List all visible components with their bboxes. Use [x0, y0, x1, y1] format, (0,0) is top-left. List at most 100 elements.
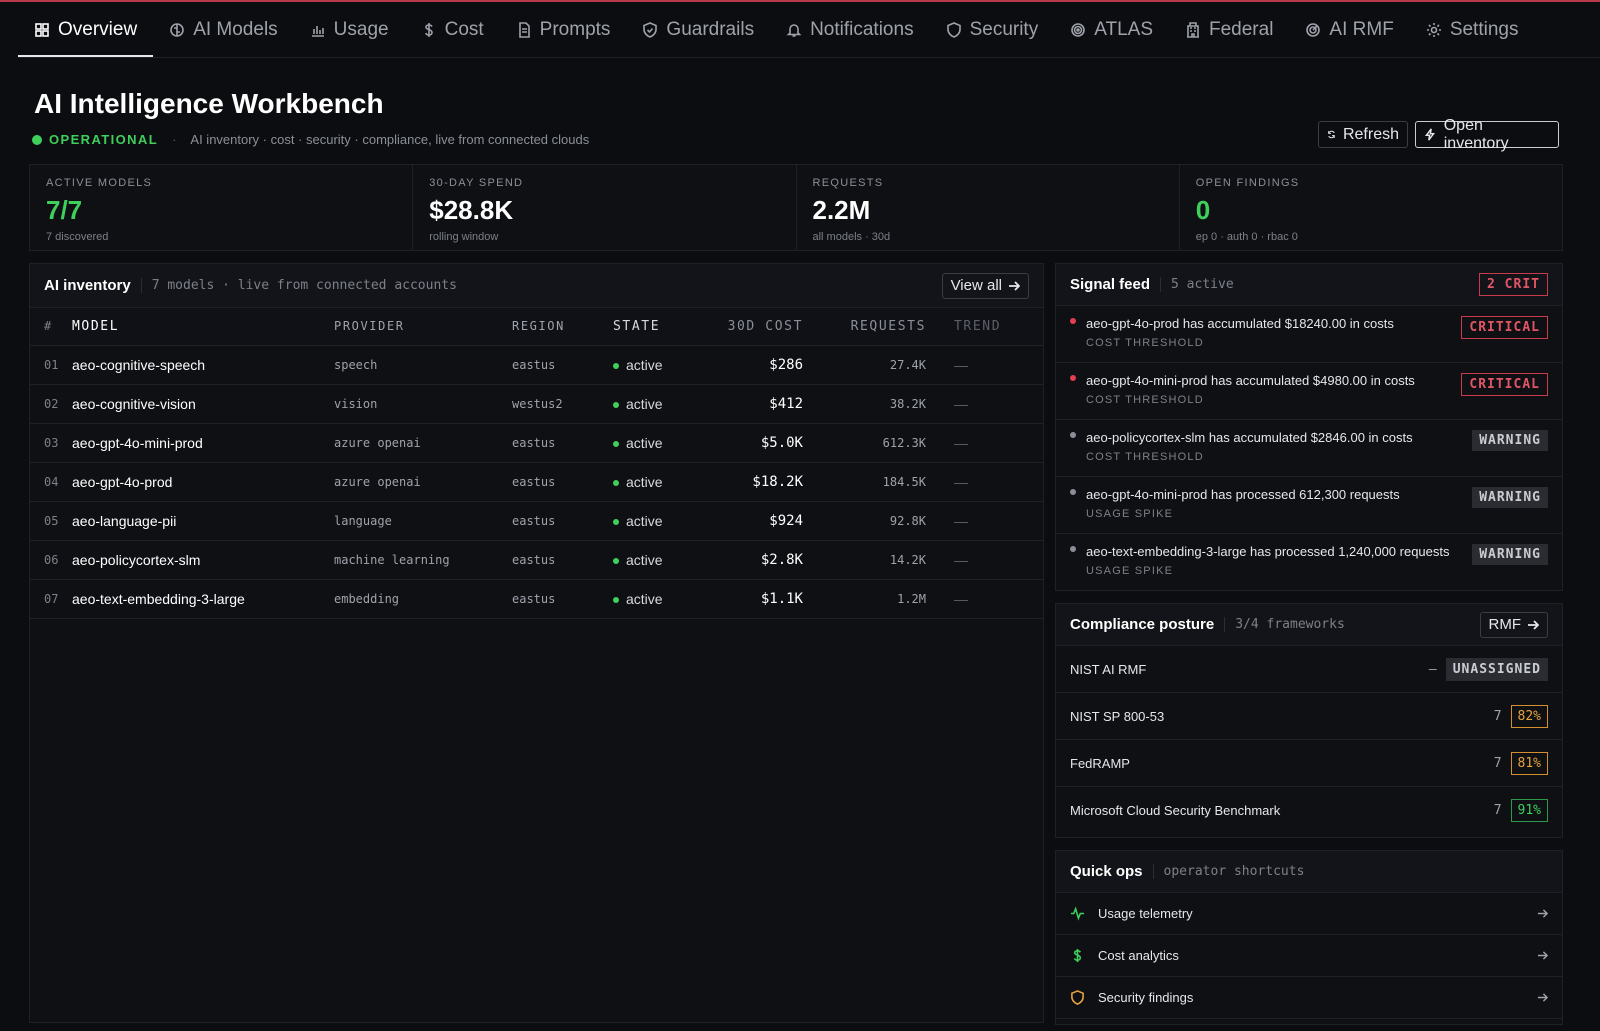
- table-row[interactable]: 01 aeo-cognitive-speech speech eastus ac…: [30, 345, 1043, 385]
- quick-ops-panel: Quick ops operator shortcuts Usage telem…: [1055, 850, 1563, 1025]
- kpi-card: OPEN FINDINGS 0 ep 0 · auth 0 · rbac 0: [1180, 165, 1562, 250]
- model-name[interactable]: aeo-text-embedding-3-large: [72, 579, 334, 619]
- region: westus2: [512, 384, 613, 424]
- tab-settings[interactable]: Settings: [1410, 2, 1535, 58]
- model-name[interactable]: aeo-language-pii: [72, 501, 334, 541]
- compliance-title: Compliance posture: [1070, 616, 1215, 633]
- open-inventory-button[interactable]: Open inventory: [1415, 117, 1559, 152]
- tab-cost[interactable]: Cost: [405, 2, 500, 58]
- requests: 1.2M: [803, 579, 926, 619]
- table-row[interactable]: 05 aeo-language-pii language eastus acti…: [30, 501, 1043, 541]
- model-name[interactable]: aeo-cognitive-speech: [72, 345, 334, 385]
- row-number: 02: [30, 384, 72, 424]
- cost: $924: [708, 501, 803, 541]
- view-all-label: View all: [950, 277, 1002, 294]
- column-header[interactable]: REQUESTS: [803, 308, 926, 346]
- tab-label: Federal: [1209, 19, 1274, 40]
- column-header[interactable]: #: [30, 308, 72, 346]
- model-name[interactable]: aeo-gpt-4o-prod: [72, 462, 334, 502]
- state-label: active: [626, 473, 663, 490]
- inventory-table: # MODEL PROVIDER REGION STATE 30D COST REQUEST…: [30, 308, 1043, 619]
- tab-usage[interactable]: Usage: [294, 2, 405, 58]
- state-label: active: [626, 551, 663, 568]
- tab-label: Overview: [58, 19, 138, 40]
- framework-name: NIST SP 800-53: [1070, 708, 1165, 724]
- state-label: active: [626, 512, 663, 529]
- trend: —: [926, 345, 1043, 385]
- column-header[interactable]: TREND: [926, 308, 1043, 346]
- signal-item[interactable]: aeo-policycortex-slm has accumulated $28…: [1056, 420, 1562, 477]
- view-all-button[interactable]: View all: [941, 272, 1029, 299]
- tab-label: AI Models: [193, 19, 278, 40]
- tab-federal[interactable]: Federal: [1169, 2, 1289, 58]
- compliance-row[interactable]: NIST AI RMF — UNASSIGNED: [1056, 646, 1562, 693]
- tab-atlas[interactable]: ATLAS: [1054, 2, 1169, 58]
- tab-ai-models[interactable]: AI Models: [153, 2, 293, 58]
- table-row[interactable]: 04 aeo-gpt-4o-prod azure openai eastus a…: [30, 462, 1043, 502]
- region: eastus: [512, 345, 613, 385]
- quick-ops-title: Quick ops: [1070, 863, 1143, 880]
- tab-prompts[interactable]: Prompts: [500, 2, 627, 58]
- tab-notifications[interactable]: Notifications: [770, 2, 930, 58]
- table-row[interactable]: 03 aeo-gpt-4o-mini-prod azure openai eas…: [30, 423, 1043, 463]
- severity-badge: WARNING: [1472, 430, 1548, 451]
- tab-label: Usage: [333, 19, 389, 40]
- signal-item[interactable]: aeo-text-embedding-3-large has processed…: [1056, 534, 1562, 591]
- model-name[interactable]: aeo-gpt-4o-mini-prod: [72, 423, 334, 463]
- radar-icon: [1306, 23, 1321, 37]
- status-separator: ·: [172, 132, 177, 147]
- framework-name: Microsoft Cloud Security Benchmark: [1070, 803, 1281, 818]
- region: eastus: [512, 579, 613, 619]
- requests: 92.8K: [803, 501, 926, 541]
- model-name[interactable]: aeo-cognitive-vision: [72, 384, 334, 424]
- state-cell: active: [613, 462, 708, 502]
- tab-security[interactable]: Security: [930, 2, 1055, 58]
- refresh-button[interactable]: Refresh: [1318, 121, 1408, 148]
- tab-overview[interactable]: Overview: [18, 2, 154, 58]
- severity-badge: CRITICAL: [1461, 316, 1548, 339]
- compliance-row[interactable]: FedRAMP 7 81%: [1056, 740, 1562, 787]
- signal-message: aeo-gpt-4o-mini-prod has accumulated $49…: [1086, 373, 1415, 388]
- column-header[interactable]: STATE: [613, 308, 708, 346]
- column-header[interactable]: 30D COST: [708, 308, 803, 346]
- model-name[interactable]: aeo-policycortex-slm: [72, 540, 334, 580]
- bar-chart-icon: [311, 26, 324, 37]
- compliance-row[interactable]: Microsoft Cloud Security Benchmark 7 91%: [1056, 787, 1562, 834]
- provider: speech: [334, 345, 512, 385]
- rmf-button[interactable]: RMF: [1479, 611, 1548, 638]
- state-dot: [613, 518, 619, 525]
- grid-icon: [35, 23, 49, 37]
- column-header[interactable]: REGION: [512, 308, 613, 346]
- quick-op-item[interactable]: Security findings: [1056, 977, 1562, 1019]
- tab-ai-rmf[interactable]: AI RMF: [1289, 2, 1409, 58]
- quick-op-label: Security findings: [1098, 990, 1194, 1005]
- severity-dot: [1070, 489, 1076, 495]
- quick-op-item[interactable]: Usage telemetry: [1056, 893, 1562, 935]
- kpi-card: ACTIVE MODELS 7/7 7 discovered: [30, 165, 414, 250]
- table-row[interactable]: 02 aeo-cognitive-vision vision westus2 a…: [30, 384, 1043, 424]
- tab-label: Security: [969, 19, 1039, 40]
- column-header[interactable]: PROVIDER: [334, 308, 512, 346]
- compliance-panel: Compliance posture 3/4 frameworks RMF NI…: [1055, 603, 1563, 838]
- table-row[interactable]: 07 aeo-text-embedding-3-large embedding …: [30, 579, 1043, 619]
- status-line: OPERATIONAL · AI inventory · cost · secu…: [32, 132, 589, 147]
- kpi-subtext: all models · 30d: [812, 231, 891, 243]
- state-dot: [613, 440, 619, 447]
- region: eastus: [512, 501, 613, 541]
- quick-op-item[interactable]: Cost analytics: [1056, 935, 1562, 977]
- tab-guardrails[interactable]: Guardrails: [626, 2, 770, 58]
- column-header[interactable]: MODEL: [72, 308, 334, 346]
- severity-dot: [1070, 546, 1076, 552]
- signal-item[interactable]: aeo-gpt-4o-mini-prod has processed 612,3…: [1056, 477, 1562, 534]
- severity-badge: CRITICAL: [1461, 373, 1548, 396]
- severity-dot: [1070, 375, 1076, 381]
- status-badge: OPERATIONAL: [49, 132, 159, 147]
- cost: $5.0K: [708, 423, 803, 463]
- tab-label: AI RMF: [1329, 19, 1394, 40]
- compliance-row[interactable]: NIST SP 800-53 7 82%: [1056, 693, 1562, 740]
- signal-item[interactable]: aeo-gpt-4o-mini-prod has accumulated $49…: [1056, 363, 1562, 420]
- score-badge: 91%: [1510, 799, 1548, 822]
- signal-item[interactable]: aeo-gpt-4o-prod has accumulated $18240.0…: [1056, 306, 1562, 363]
- signal-feed-subtitle: 5 active: [1160, 277, 1234, 292]
- table-row[interactable]: 06 aeo-policycortex-slm machine learning…: [30, 540, 1043, 580]
